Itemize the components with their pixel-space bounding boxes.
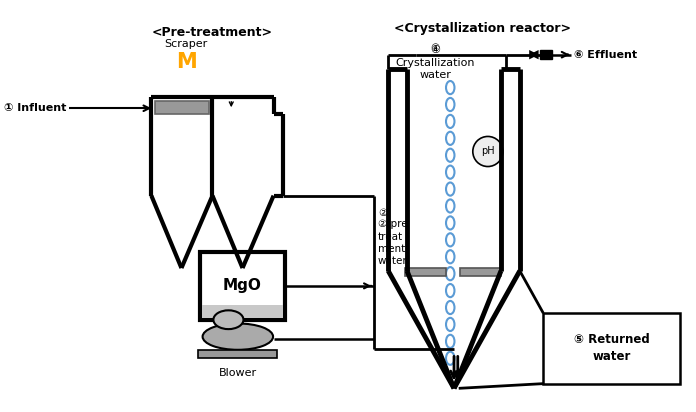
Text: ④: ④ [431,43,440,54]
Text: ⑤ Returned
water: ⑤ Returned water [574,333,649,363]
Bar [459,268,501,276]
Bar [202,305,283,318]
Text: ① Influent: ① Influent [4,103,67,113]
Ellipse shape [214,310,244,329]
Text: ② pre
treat
ment
water: ② pre treat ment water [378,219,408,267]
Polygon shape [529,50,539,59]
Text: ④
Crystallization
water: ④ Crystallization water [395,45,475,80]
Text: ⑥ Effluent: ⑥ Effluent [574,50,638,60]
Text: Scraper: Scraper [164,39,208,49]
Bar [198,350,277,358]
Bar [155,101,209,114]
Text: M: M [176,52,196,72]
Polygon shape [529,50,539,59]
Text: ②: ② [378,208,387,218]
Bar [541,50,552,59]
Text: pH: pH [481,147,495,157]
Ellipse shape [203,323,273,350]
Bar [544,313,679,384]
Text: MgO: MgO [223,279,262,293]
Circle shape [473,136,503,166]
Text: <Pre-treatment>: <Pre-treatment> [152,26,273,39]
Text: Blower: Blower [219,368,257,378]
Text: <Crystallization reactor>: <Crystallization reactor> [394,22,571,35]
Bar [405,268,447,276]
Bar [200,252,285,320]
